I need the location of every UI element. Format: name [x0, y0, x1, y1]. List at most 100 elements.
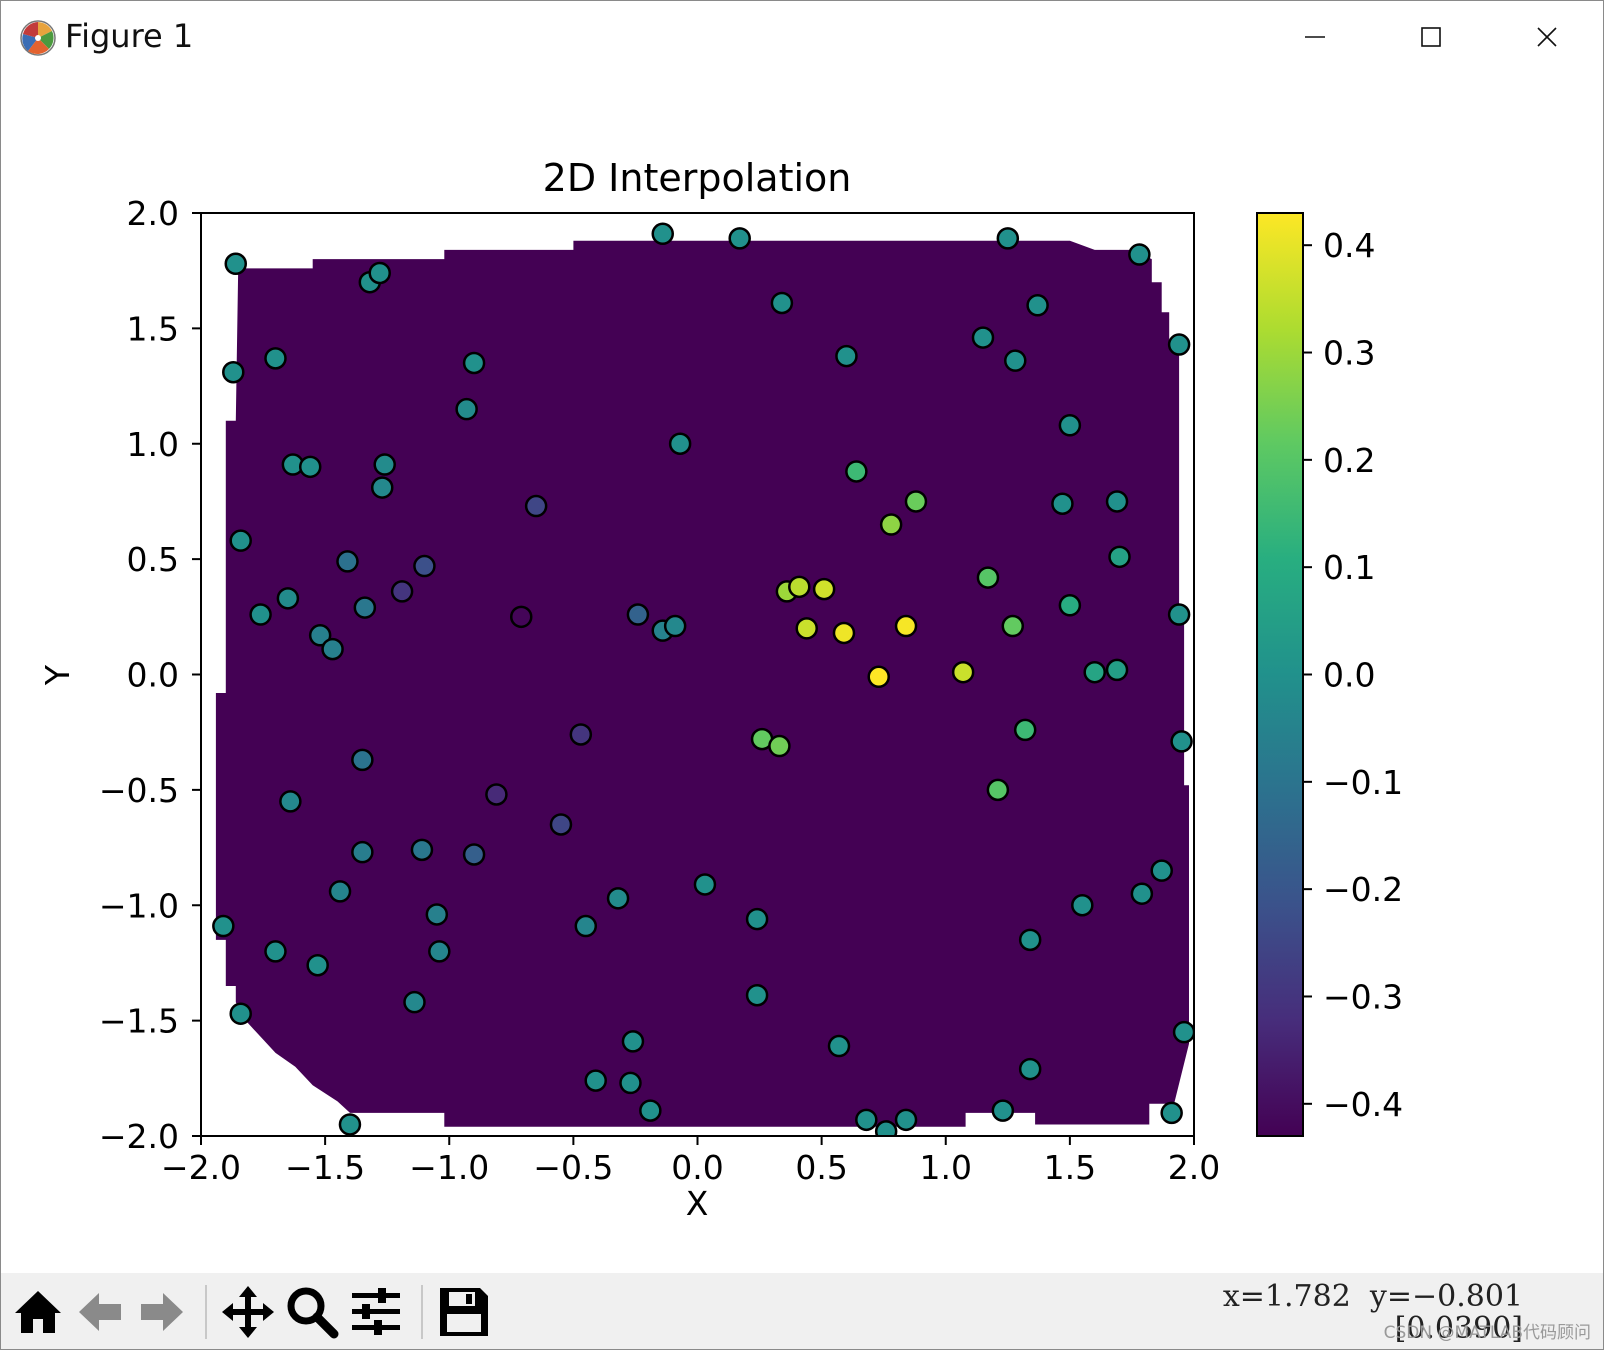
window-title: Figure 1 [65, 17, 194, 55]
y-tick-label: −1.0 [99, 886, 179, 925]
toolbar-separator [421, 1285, 423, 1339]
data-point [264, 347, 287, 370]
data-point [991, 1099, 1015, 1122]
data-point [336, 550, 359, 573]
data-point [619, 1071, 642, 1095]
chart-title: 2D Interpolation [543, 156, 852, 200]
data-point [639, 1099, 662, 1122]
data-point [338, 1113, 362, 1136]
move-icon [222, 1286, 274, 1338]
data-point [1018, 928, 1042, 952]
data-point [390, 580, 414, 603]
data-point [606, 887, 630, 910]
data-point [403, 990, 426, 1014]
close-button[interactable] [1489, 1, 1603, 73]
data-point [621, 1030, 645, 1053]
colorbar-tick-label: 0.4 [1323, 226, 1375, 265]
arrow-right-icon [141, 1293, 183, 1331]
colorbar-tick-label: 0.3 [1323, 334, 1375, 373]
x-tick-label: 2.0 [1168, 1148, 1220, 1187]
data-point [1105, 658, 1129, 682]
colorbar-tick-label: −0.3 [1323, 977, 1403, 1016]
configure-subplots-button[interactable] [347, 1283, 405, 1341]
data-point [569, 723, 593, 746]
sliders-icon [352, 1288, 400, 1335]
figure-canvas[interactable]: 2D Interpolation −2.0 −1.5 −1.0 −0.5 0.0 0.5 1… [1, 75, 1603, 1273]
y-tick-label: −2.0 [99, 1117, 179, 1156]
data-point [827, 1034, 851, 1058]
cursor-coordinates: x=1.782 y=−0.801 [0.0390] [1223, 1281, 1523, 1345]
data-point [845, 460, 868, 483]
data-point [1083, 660, 1106, 684]
data-point [428, 940, 451, 963]
data-point [745, 983, 769, 1007]
home-button[interactable] [9, 1283, 67, 1341]
data-point [835, 344, 858, 368]
data-point [904, 490, 928, 513]
colorbar-ticks: 0.4 0.3 0.2 0.1 0.0 −0.1 −0.2 −0.3 −0.4 [1303, 226, 1403, 1124]
data-point [894, 614, 918, 638]
data-point [1130, 882, 1154, 905]
data-point [1071, 894, 1094, 917]
data-point [321, 637, 344, 661]
colorbar-tick-label: −0.2 [1323, 870, 1403, 909]
data-point [663, 614, 687, 638]
data-point [229, 1002, 252, 1025]
data-point [951, 660, 975, 684]
toolbar-separator [205, 1285, 207, 1339]
data-point [770, 291, 794, 315]
x-axis-label: X [686, 1184, 709, 1223]
data-point [986, 778, 1010, 802]
data-point [1026, 294, 1049, 317]
data-point [373, 453, 396, 476]
data-point [1167, 333, 1191, 356]
data-point [1013, 718, 1037, 742]
data-point [668, 432, 692, 455]
colorbar-tick-label: 0.1 [1323, 548, 1375, 587]
y-tick-label: 1.0 [127, 425, 179, 464]
y-tick-label: 0.0 [127, 656, 179, 695]
y-tick-label: −0.5 [99, 771, 179, 810]
x-tick-label: −2.0 [161, 1148, 241, 1187]
save-button[interactable] [435, 1283, 493, 1341]
data-point [306, 953, 329, 977]
data-point [1004, 349, 1027, 372]
data-point [224, 252, 248, 276]
watermark-text: CSDN @MATLAB代码顾问 [1383, 1323, 1591, 1343]
data-point [368, 261, 391, 285]
colorbar-tick-label: −0.4 [1323, 1085, 1403, 1124]
data-point [651, 222, 674, 246]
back-button[interactable] [71, 1283, 129, 1341]
data-point [524, 494, 548, 518]
magnifier-icon [287, 1287, 339, 1339]
y-tick-label: 1.5 [127, 309, 179, 348]
data-point [626, 603, 650, 626]
data-point [222, 360, 245, 384]
y-axis-ticks: −2.0 −1.5 −1.0 −0.5 0.0 0.5 1.0 1.5 2.0 [99, 194, 201, 1156]
data-point [249, 603, 272, 626]
data-point [768, 734, 791, 758]
data-point [1058, 414, 1082, 437]
data-point [298, 455, 322, 479]
minimize-button[interactable] [1257, 1, 1373, 73]
scatter-points [212, 222, 1194, 1136]
maximize-button[interactable] [1373, 1, 1489, 73]
data-point [693, 873, 717, 896]
data-point [874, 1120, 898, 1136]
minimize-icon [1305, 36, 1325, 38]
zoom-button[interactable] [283, 1283, 341, 1341]
coords-readout: x=1.782 y=−0.801 [1222, 1279, 1523, 1314]
data-point [279, 790, 302, 813]
forward-button[interactable] [133, 1283, 191, 1341]
data-point [351, 748, 374, 772]
data-point [832, 621, 856, 645]
data-point [812, 577, 836, 601]
data-point [1051, 492, 1074, 515]
colorbar [1256, 212, 1304, 1137]
data-point [867, 665, 890, 689]
y-tick-label: −1.5 [99, 1002, 179, 1041]
data-point [996, 227, 1020, 250]
data-point [425, 903, 449, 926]
data-point [264, 940, 287, 963]
pan-button[interactable] [219, 1283, 277, 1341]
